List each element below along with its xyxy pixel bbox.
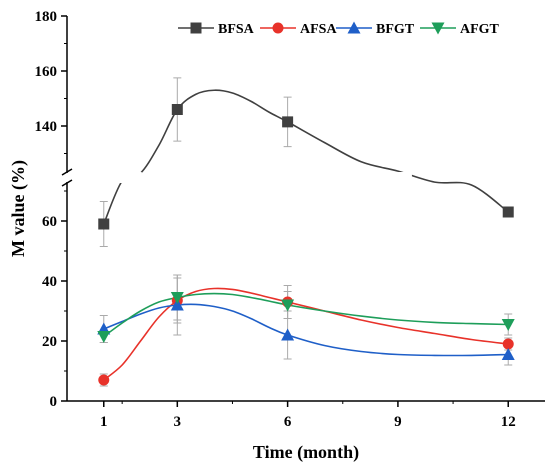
axis-break-gap <box>101 172 142 183</box>
data-point-bfsa <box>171 104 183 115</box>
y-axis-ticks: 0 20 40 60 140 160 180 <box>35 9 67 410</box>
y-tick-label: 140 <box>35 119 58 135</box>
y-tick-label: 20 <box>42 334 57 350</box>
axis-break-mark <box>61 168 73 176</box>
data-point-afsa <box>98 374 110 386</box>
legend-marker-afsa <box>272 22 284 34</box>
legend-label-bfgt: BFGT <box>376 22 415 37</box>
series-line-bfsa <box>103 89 509 225</box>
data-point-afgt <box>97 331 111 343</box>
y-tick-label: 60 <box>42 214 57 230</box>
series-line-afgt <box>103 292 509 338</box>
y-tick-label: 180 <box>35 9 58 25</box>
series-line-afsa <box>103 287 509 381</box>
data-point-afgt <box>281 299 295 312</box>
data-point-afsa <box>502 338 514 350</box>
legend: BFSA AFSA BFGT AFGT <box>178 21 500 37</box>
legend-label-afgt: AFGT <box>460 22 500 37</box>
x-tick-label: 12 <box>501 414 516 430</box>
y-tick-label: 160 <box>35 64 58 80</box>
x-tick-label: 1 <box>100 414 108 430</box>
axis-break-mark <box>61 179 73 187</box>
axis-break-gap <box>393 172 412 183</box>
legend-marker-bfsa <box>190 22 202 34</box>
y-axis-title: M value (%) <box>8 160 29 257</box>
data-point-bfgt <box>281 328 295 341</box>
x-tick-label: 6 <box>284 414 292 430</box>
legend-marker-afgt <box>431 22 445 35</box>
data-point-bfsa <box>282 116 294 128</box>
chart-axes <box>61 16 545 402</box>
legend-label-afsa: AFSA <box>300 22 337 37</box>
data-point-bfsa <box>502 206 514 218</box>
data-point-afgt <box>501 319 515 331</box>
x-axis-ticks: 1 3 6 9 12 <box>100 401 516 430</box>
legend-label-bfsa: BFSA <box>218 22 255 37</box>
x-axis-title: Time (month) <box>253 442 359 463</box>
x-tick-label: 9 <box>394 414 402 430</box>
data-point-bfgt <box>501 348 515 360</box>
legend-marker-bfgt <box>347 21 361 34</box>
y-tick-label: 0 <box>50 394 58 410</box>
error-bars <box>99 77 513 387</box>
series-lines <box>101 89 509 381</box>
y-tick-label: 40 <box>42 274 57 290</box>
data-point-bfsa <box>98 218 110 230</box>
series-line-bfgt <box>103 303 509 357</box>
x-tick-label: 3 <box>174 414 182 430</box>
data-point-afgt <box>170 292 184 304</box>
data-point-bfgt <box>170 298 184 311</box>
series-markers <box>97 104 515 386</box>
